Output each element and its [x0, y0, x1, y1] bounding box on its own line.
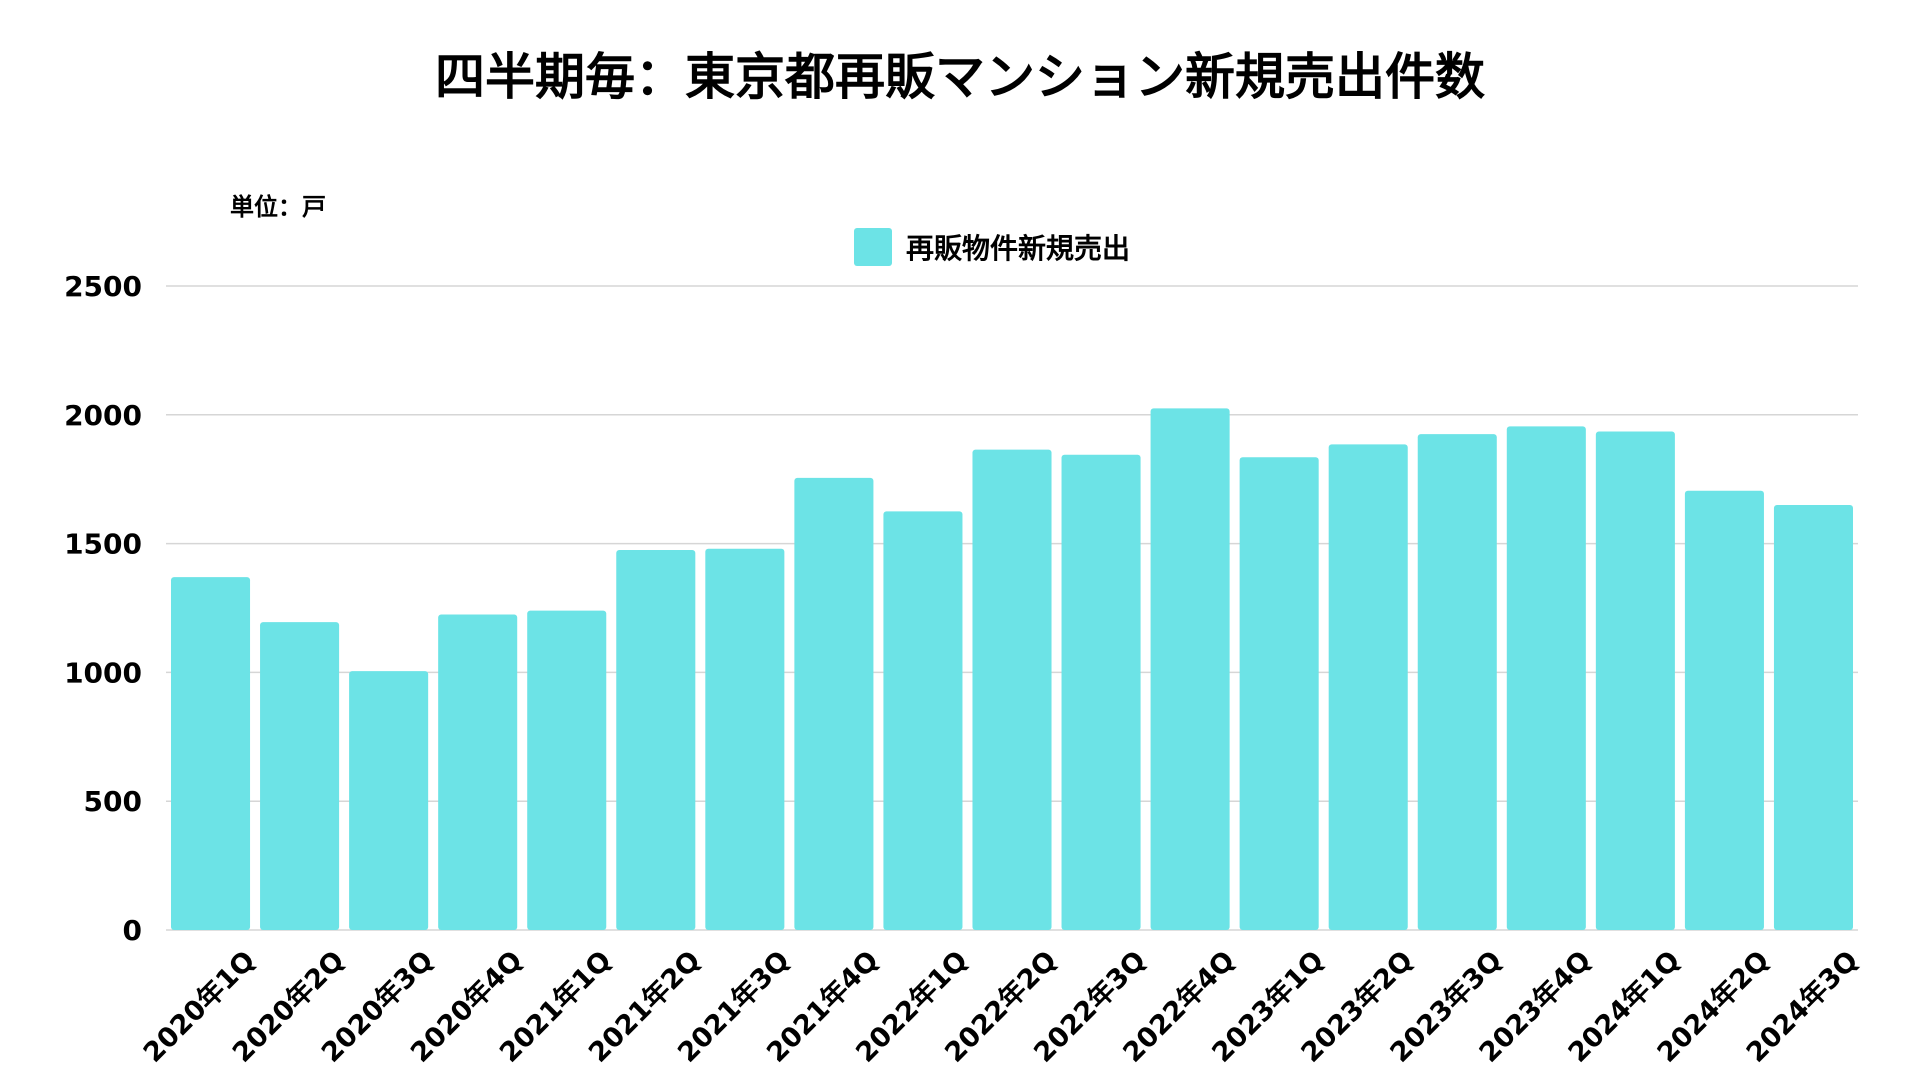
bar	[1417, 434, 1497, 930]
y-tick-label: 1000	[64, 656, 142, 689]
bar	[1506, 426, 1586, 930]
bar	[527, 610, 607, 930]
bar	[1773, 504, 1853, 930]
bar	[1239, 457, 1319, 930]
bar	[794, 477, 874, 930]
bars	[171, 408, 1853, 930]
bar	[705, 548, 785, 930]
x-axis: 2020年1Q2020年2Q2020年3Q2020年4Q2021年1Q2021年…	[137, 944, 1864, 1068]
bar	[1150, 408, 1230, 930]
bar	[1328, 444, 1408, 930]
bar	[260, 622, 340, 930]
y-axis: 0 500 1000 1500 2000 2500	[64, 270, 142, 947]
bar	[1061, 454, 1141, 930]
bar	[171, 577, 251, 930]
chart-title: 四半期毎：東京都再販マンション新規売出件数	[435, 48, 1485, 106]
bar	[883, 511, 963, 930]
legend: 再販物件新規売出	[854, 228, 1130, 266]
unit-label: 単位：戸	[230, 193, 326, 221]
legend-swatch	[854, 228, 892, 266]
bar	[972, 449, 1052, 930]
y-tick-label: 1500	[64, 528, 142, 561]
bar	[349, 671, 429, 930]
y-tick-label: 500	[84, 785, 142, 818]
y-tick-label: 2000	[64, 399, 142, 432]
bar	[1684, 490, 1764, 930]
bar	[1595, 431, 1675, 930]
y-tick-label: 2500	[64, 270, 142, 303]
bar	[616, 550, 696, 930]
y-tick-label: 0	[123, 914, 142, 947]
legend-label: 再販物件新規売出	[906, 232, 1130, 265]
bar	[438, 614, 518, 930]
